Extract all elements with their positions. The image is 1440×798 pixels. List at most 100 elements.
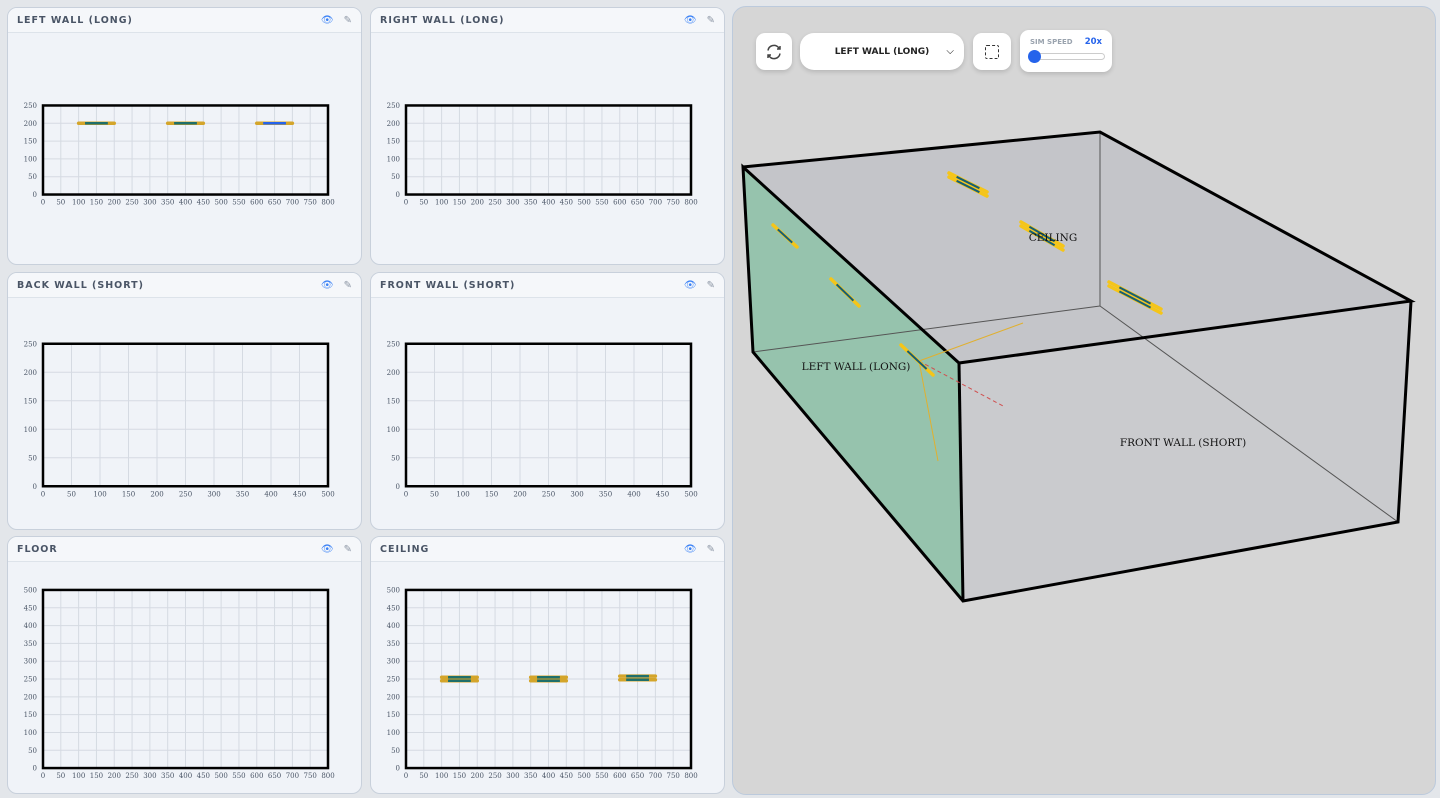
y-tick-label: 200 bbox=[387, 120, 400, 128]
panel-front-wall-short: FRONT WALL (SHORT) 👁 ✎ 0 50 100 150 200 250 300 35… bbox=[370, 272, 725, 530]
wall-chart[interactable]: 0 50 100 150 200 250 300 350 400 450 500 550 600 650 7… bbox=[8, 34, 362, 265]
eye-icon[interactable]: 👁 bbox=[320, 543, 334, 555]
eye-icon[interactable]: 👁 bbox=[683, 279, 697, 291]
x-tick-label: 650 bbox=[631, 199, 644, 207]
x-tick-label: 650 bbox=[268, 199, 281, 207]
x-tick-label: 350 bbox=[599, 490, 612, 498]
eye-icon[interactable]: 👁 bbox=[683, 14, 697, 26]
edit-icon[interactable]: ✎ bbox=[706, 279, 715, 291]
x-tick-label: 550 bbox=[595, 199, 608, 207]
y-tick-label: 50 bbox=[28, 454, 37, 462]
wall-chart[interactable]: 0 50 100 150 200 250 300 350 400 450 500 550 600 650 7… bbox=[371, 34, 725, 265]
light-fixture[interactable] bbox=[528, 675, 569, 683]
wall-chart[interactable]: 0 50 100 150 200 250 300 350 400 450 500 0 50 100 150 2… bbox=[371, 299, 725, 530]
sim-speed-control: SIM SPEED 20x bbox=[1020, 30, 1112, 72]
y-tick-label: 150 bbox=[387, 397, 400, 405]
y-tick-label: 50 bbox=[391, 454, 400, 462]
x-tick-label: 400 bbox=[627, 490, 640, 498]
light-fixture-3d[interactable] bbox=[899, 343, 935, 377]
room-edge bbox=[1099, 305, 1399, 523]
edit-icon[interactable]: ✎ bbox=[706, 543, 715, 555]
wall-chart[interactable]: 0 50 100 150 200 250 300 350 400 450 500 550 600 650 7… bbox=[371, 563, 725, 794]
ceiling-plane[interactable] bbox=[743, 132, 1411, 363]
front-wall-plane[interactable] bbox=[959, 301, 1411, 601]
x-tick-label: 300 bbox=[506, 772, 519, 780]
panel-header: CEILING 👁 ✎ bbox=[371, 537, 724, 562]
y-tick-label: 100 bbox=[387, 729, 400, 737]
x-tick-label: 600 bbox=[613, 772, 626, 780]
light-fixture-3d[interactable] bbox=[829, 277, 861, 308]
wall-outline bbox=[404, 342, 693, 488]
wall-outline bbox=[404, 588, 693, 770]
x-tick-label: 500 bbox=[684, 490, 697, 498]
x-tick-label: 400 bbox=[264, 490, 277, 498]
sim-speed-slider[interactable] bbox=[1030, 53, 1105, 60]
x-tick-label: 700 bbox=[286, 199, 299, 207]
refresh-icon bbox=[767, 44, 781, 59]
x-tick-label: 750 bbox=[667, 199, 680, 207]
y-tick-label: 100 bbox=[24, 426, 37, 434]
light-fixture-3d[interactable] bbox=[1019, 220, 1065, 252]
light-fixture-3d[interactable] bbox=[1107, 280, 1163, 315]
3d-viewport[interactable]: CEILING LEFT WALL (LONG) FRONT WALL (SHORT… bbox=[732, 6, 1436, 795]
x-tick-label: 500 bbox=[321, 490, 334, 498]
edit-icon[interactable]: ✎ bbox=[343, 543, 352, 555]
wall-chart[interactable]: 0 50 100 150 200 250 300 350 400 450 500 0 50 100 150 2… bbox=[8, 299, 362, 530]
y-tick-label: 300 bbox=[387, 658, 400, 666]
x-tick-label: 150 bbox=[453, 772, 466, 780]
x-tick-label: 150 bbox=[453, 199, 466, 207]
left-wall-plane[interactable] bbox=[743, 167, 963, 601]
refresh-button[interactable] bbox=[756, 33, 792, 70]
x-tick-label: 700 bbox=[649, 199, 662, 207]
edit-icon[interactable]: ✎ bbox=[343, 279, 352, 291]
edit-icon[interactable]: ✎ bbox=[706, 14, 715, 26]
y-tick-label: 150 bbox=[387, 711, 400, 719]
chevron-down-icon: ⌵ bbox=[946, 46, 954, 57]
x-tick-label: 450 bbox=[293, 490, 306, 498]
eye-icon[interactable]: 👁 bbox=[683, 543, 697, 555]
x-tick-label: 700 bbox=[286, 772, 299, 780]
y-tick-label: 250 bbox=[24, 102, 37, 110]
wall-chart[interactable]: 0 50 100 150 200 250 300 350 400 450 500 550 600 650 7… bbox=[8, 563, 362, 794]
panel-title: LEFT WALL (LONG) bbox=[17, 14, 133, 26]
room-scene[interactable]: CEILING LEFT WALL (LONG) FRONT WALL (SHORT… bbox=[733, 7, 1436, 795]
x-tick-label: 250 bbox=[488, 772, 501, 780]
panel-header: BACK WALL (SHORT) 👁 ✎ bbox=[8, 273, 361, 298]
sim-speed-handle[interactable] bbox=[1028, 50, 1041, 63]
y-tick-label: 50 bbox=[391, 173, 400, 181]
x-tick-label: 700 bbox=[649, 772, 662, 780]
x-tick-label: 100 bbox=[72, 199, 85, 207]
panel-ceiling: CEILING 👁 ✎ 0 50 100 150 200 250 300 350 400 450 500 5… bbox=[370, 536, 725, 794]
y-tick-label: 400 bbox=[24, 622, 37, 630]
y-tick-label: 300 bbox=[24, 658, 37, 666]
panel-left-wall-long: LEFT WALL (LONG) 👁 ✎ 0 50 100 150 200 250 300 350 4… bbox=[7, 7, 362, 265]
y-tick-label: 100 bbox=[387, 155, 400, 163]
x-tick-label: 750 bbox=[304, 772, 317, 780]
x-tick-label: 250 bbox=[179, 490, 192, 498]
edit-icon[interactable]: ✎ bbox=[343, 14, 352, 26]
light-fixture[interactable] bbox=[439, 675, 479, 683]
light-fixture[interactable] bbox=[618, 674, 658, 682]
panel-header: FLOOR 👁 ✎ bbox=[8, 537, 361, 562]
light-fixture-3d[interactable] bbox=[947, 171, 989, 198]
x-tick-label: 650 bbox=[631, 772, 644, 780]
eye-icon[interactable]: 👁 bbox=[320, 14, 334, 26]
panel-floor: FLOOR 👁 ✎ 0 50 100 150 200 250 300 350 400 450 500 550… bbox=[7, 536, 362, 794]
y-tick-label: 200 bbox=[24, 369, 37, 377]
view-select[interactable]: LEFT WALL (LONG) ⌵ bbox=[800, 33, 964, 70]
y-tick-label: 400 bbox=[387, 622, 400, 630]
y-tick-label: 0 bbox=[396, 765, 400, 773]
eye-icon[interactable]: 👁 bbox=[320, 279, 334, 291]
x-tick-label: 650 bbox=[268, 772, 281, 780]
light-fixture-3d[interactable] bbox=[771, 223, 799, 249]
x-tick-label: 50 bbox=[67, 490, 76, 498]
panel-title: CEILING bbox=[380, 543, 430, 555]
y-tick-label: 0 bbox=[33, 483, 37, 491]
x-tick-label: 0 bbox=[404, 772, 408, 780]
x-tick-label: 200 bbox=[513, 490, 526, 498]
y-tick-label: 250 bbox=[387, 102, 400, 110]
selection-button[interactable] bbox=[973, 33, 1011, 70]
x-tick-label: 200 bbox=[150, 490, 163, 498]
x-tick-label: 550 bbox=[232, 772, 245, 780]
x-tick-label: 600 bbox=[613, 199, 626, 207]
